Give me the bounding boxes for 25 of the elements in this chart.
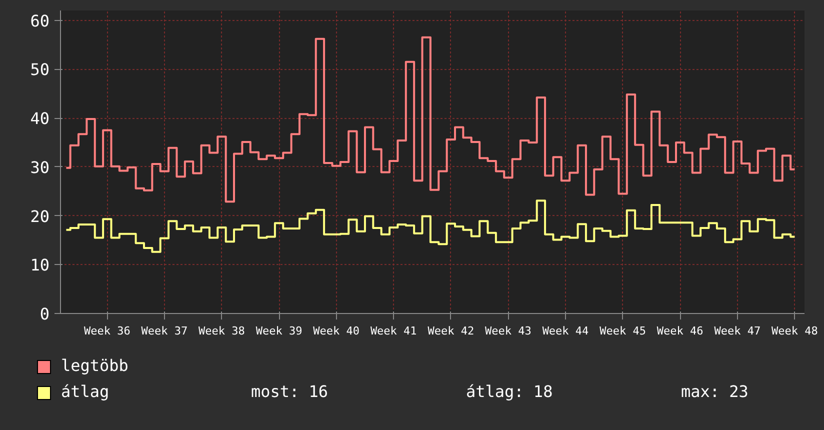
x-tick-label: Week 40 bbox=[313, 324, 360, 338]
x-tick-label: Week 43 bbox=[485, 324, 532, 338]
x-tick-label: Week 47 bbox=[714, 324, 761, 338]
x-tick-label: Week 42 bbox=[428, 324, 474, 338]
x-tick-label: Week 48 bbox=[772, 324, 818, 338]
text: max: 23 bbox=[681, 381, 750, 403]
y-tick-label: 30 bbox=[30, 158, 50, 177]
x-tick-label: Week 37 bbox=[141, 324, 188, 338]
x-tick-label: Week 38 bbox=[198, 324, 245, 338]
x-tick-label: Week 41 bbox=[370, 324, 417, 338]
x-tick-label: Week 39 bbox=[256, 324, 302, 338]
x-tick-label: Week 46 bbox=[656, 324, 704, 338]
y-tick-label: 0 bbox=[40, 304, 50, 324]
x-tick-label: Week 45 bbox=[600, 324, 646, 338]
y-tick-label: 50 bbox=[30, 60, 50, 80]
y-tick-label: 10 bbox=[30, 256, 50, 275]
x-tick-label: Week 44 bbox=[542, 324, 590, 338]
legend-label: átlag bbox=[61, 381, 110, 403]
text: átlag: 18 bbox=[466, 381, 554, 403]
y-tick-label: 60 bbox=[30, 11, 50, 30]
x-tick-label: Week 36 bbox=[84, 324, 130, 338]
y-tick-label: 20 bbox=[30, 206, 50, 226]
y-tick-label: 40 bbox=[30, 109, 50, 128]
text: most: 16 bbox=[251, 381, 330, 403]
legend-label: legtöbb bbox=[61, 355, 130, 377]
